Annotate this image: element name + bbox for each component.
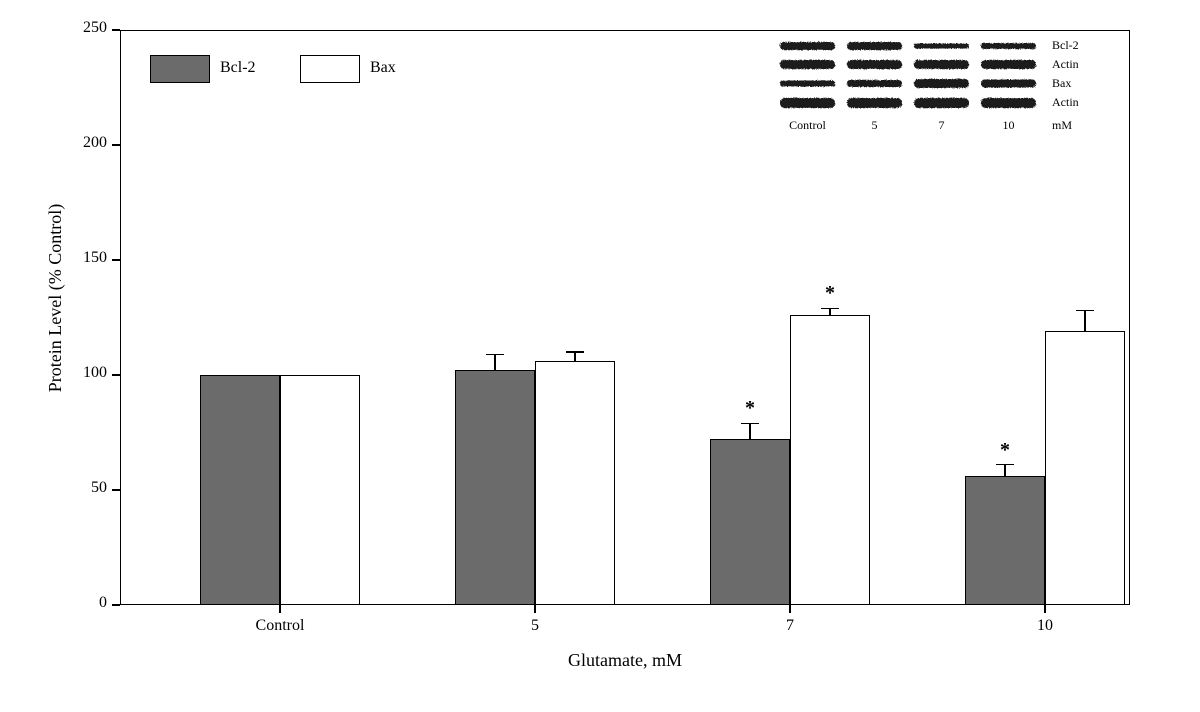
x-tick-mark (534, 605, 536, 613)
blot-band (914, 79, 969, 88)
x-axis-label: Glutamate, mM (525, 650, 725, 671)
x-tick-label: 7 (730, 617, 850, 635)
significance-star: * (745, 397, 755, 420)
significance-star: * (825, 282, 835, 305)
blot-band (981, 43, 1036, 49)
x-tick-mark (789, 605, 791, 613)
blot-band (914, 44, 969, 49)
y-tick-label: 0 (62, 594, 107, 612)
bar-bcl2 (965, 476, 1045, 605)
blot-band (780, 98, 835, 108)
bar-bax (1045, 331, 1125, 605)
blot-column-label: 7 (914, 118, 969, 133)
blot-band (914, 60, 969, 69)
x-tick-label: 5 (475, 617, 595, 635)
error-bar-cap (1076, 310, 1094, 311)
blot-band (847, 80, 902, 87)
y-tick-label: 200 (62, 134, 107, 152)
y-tick-label: 250 (62, 19, 107, 37)
blot-band (780, 81, 835, 87)
blot-column-label: 10 (981, 118, 1036, 133)
error-bar-stem (1004, 465, 1005, 477)
bar-bax (280, 375, 360, 605)
legend-swatch-bax (300, 55, 360, 83)
blot-band (847, 42, 902, 50)
bar-bcl2 (455, 370, 535, 605)
bar-bcl2 (710, 439, 790, 605)
error-bar-stem (749, 423, 750, 439)
error-bar-cap (486, 354, 504, 355)
y-tick-mark (112, 374, 120, 376)
blot-band (981, 60, 1036, 69)
blot-band (847, 98, 902, 108)
y-tick-label: 50 (62, 479, 107, 497)
blot-band (780, 60, 835, 69)
y-tick-mark (112, 29, 120, 31)
x-tick-label: 10 (985, 617, 1105, 635)
bar-bax (535, 361, 615, 605)
blot-band (914, 98, 969, 108)
error-bar-cap (566, 351, 584, 352)
y-tick-mark (112, 604, 120, 606)
blot-band (847, 60, 902, 69)
x-tick-label: Control (220, 617, 340, 635)
blot-column-label: Control (780, 118, 835, 133)
blot-row-label: Actin (1052, 57, 1079, 72)
error-bar-stem (1084, 311, 1085, 332)
y-axis-label: Protein Level (% Control) (45, 168, 66, 428)
blot-column-label: 5 (847, 118, 902, 133)
y-tick-label: 150 (62, 249, 107, 267)
error-bar-stem (574, 352, 575, 361)
blot-row-label: Bcl-2 (1052, 38, 1079, 53)
y-tick-mark (112, 144, 120, 146)
blot-row-label: Actin (1052, 95, 1079, 110)
legend-label-bax: Bax (370, 59, 396, 77)
blot-unit-label: mM (1052, 118, 1072, 133)
error-bar-cap (996, 464, 1014, 465)
x-tick-mark (279, 605, 281, 613)
blot-band (981, 98, 1036, 108)
bar-bcl2 (200, 375, 280, 605)
significance-star: * (1000, 439, 1010, 462)
blot-inset: Bcl-2 Actin Bax Actin Control 57 10 mM (775, 40, 1105, 175)
y-tick-mark (112, 259, 120, 261)
y-tick-mark (112, 489, 120, 491)
x-tick-mark (1044, 605, 1046, 613)
blot-row-label: Bax (1052, 76, 1071, 91)
bar-bax (790, 315, 870, 605)
error-bar-cap (821, 308, 839, 309)
y-tick-label: 100 (62, 364, 107, 382)
error-bar-stem (494, 354, 495, 370)
legend-swatch-bcl2 (150, 55, 210, 83)
blot-band (981, 80, 1036, 88)
error-bar-stem (829, 308, 830, 315)
blot-band (780, 42, 835, 50)
error-bar-cap (741, 423, 759, 424)
legend-label-bcl2: Bcl-2 (220, 59, 256, 77)
